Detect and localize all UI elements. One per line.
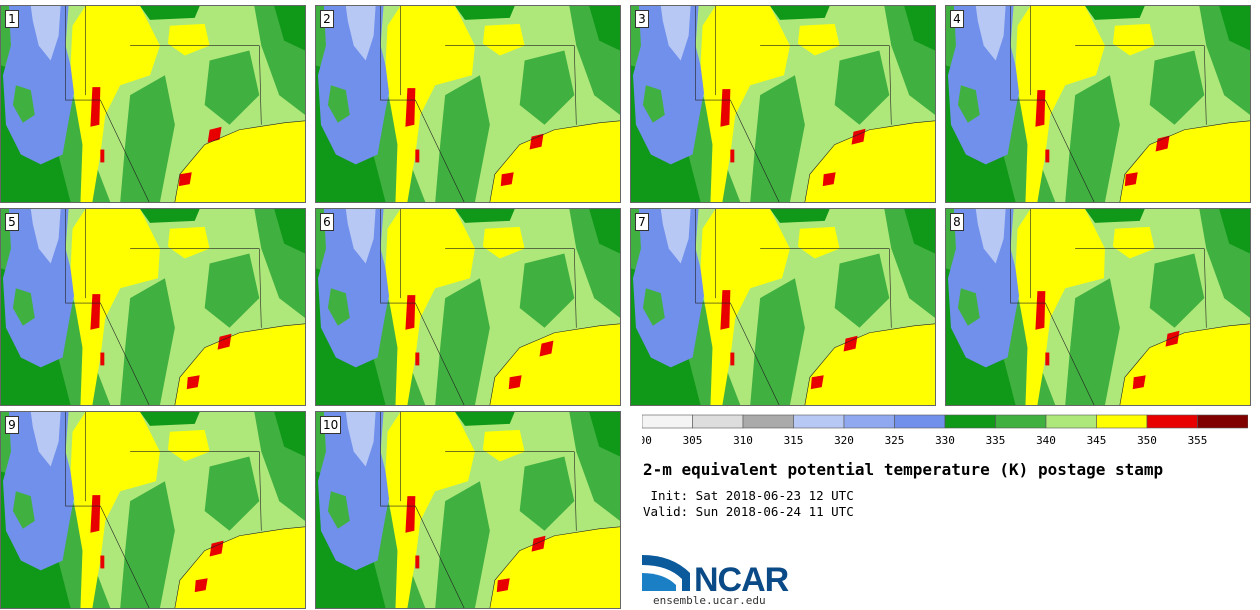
plot-title: 2-m equivalent potential temperature (K)… xyxy=(643,460,1164,479)
map-1 xyxy=(1,6,305,202)
colorbar-swatch xyxy=(742,414,794,429)
stamp-panel-1: 1 xyxy=(0,5,306,203)
stamp-panel-8: 8 xyxy=(945,208,1251,406)
logo-text: NCAR xyxy=(694,561,789,597)
colorbar-swatch xyxy=(1045,414,1097,429)
stamp-panel-3: 3 xyxy=(630,5,936,203)
ncar-logo: NCAR xyxy=(642,555,790,597)
colorbar-tick-label: 325 xyxy=(885,434,905,447)
member-label-1: 1 xyxy=(5,10,19,28)
colorbar-swatch xyxy=(894,414,946,429)
stamp-panel-6: 6 xyxy=(315,208,621,406)
init-time: Init: Sat 2018-06-23 12 UTC xyxy=(643,488,854,503)
stamp-panel-4: 4 xyxy=(945,5,1251,203)
member-label-8: 8 xyxy=(950,213,964,231)
colorbar-swatch xyxy=(1096,414,1148,429)
colorbar-swatch xyxy=(944,414,996,429)
logo-url: ensemble.ucar.edu xyxy=(653,594,766,607)
map-10 xyxy=(316,412,620,608)
map-6 xyxy=(316,209,620,405)
member-label-9: 9 xyxy=(5,416,19,434)
stamp-panel-10: 10 xyxy=(315,411,621,609)
colorbar-swatch xyxy=(692,414,744,429)
colorbar-tick-label: 345 xyxy=(1087,434,1107,447)
colorbar-swatch xyxy=(1197,414,1248,429)
member-label-4: 4 xyxy=(950,10,964,28)
colorbar-swatch xyxy=(642,414,693,429)
map-2 xyxy=(316,6,620,202)
map-4 xyxy=(946,6,1250,202)
stamp-panel-2: 2 xyxy=(315,5,621,203)
map-8 xyxy=(946,209,1250,405)
valid-time: Valid: Sun 2018-06-24 11 UTC xyxy=(643,504,854,519)
stamp-panel-5: 5 xyxy=(0,208,306,406)
member-label-6: 6 xyxy=(320,213,334,231)
colorbar-swatch xyxy=(793,414,845,429)
member-label-3: 3 xyxy=(635,10,649,28)
map-3 xyxy=(631,6,935,202)
colorbar-swatch xyxy=(843,414,895,429)
stamp-panel-7: 7 xyxy=(630,208,936,406)
colorbar-tick-label: 310 xyxy=(733,434,753,447)
member-label-7: 7 xyxy=(635,213,649,231)
colorbar-tick-label: 330 xyxy=(935,434,955,447)
colorbar: 300 305 310 315 320 325 330 335 340 345 350 355 xyxy=(642,414,1248,447)
colorbar-swatch xyxy=(1146,414,1198,429)
colorbar-tick-label: 305 xyxy=(683,434,703,447)
colorbar-tick-label: 300 xyxy=(642,434,652,447)
stamp-panel-9: 9 xyxy=(0,411,306,609)
colorbar-tick-label: 335 xyxy=(986,434,1006,447)
colorbar-tick-label: 315 xyxy=(784,434,804,447)
colorbar-tick-label: 355 xyxy=(1188,434,1208,447)
colorbar-tick-label: 320 xyxy=(834,434,854,447)
map-7 xyxy=(631,209,935,405)
colorbar-tick-label: 340 xyxy=(1036,434,1056,447)
colorbar-tick-label: 350 xyxy=(1137,434,1157,447)
member-label-10: 10 xyxy=(320,416,342,434)
colorbar-swatch xyxy=(995,414,1047,429)
map-9 xyxy=(1,412,305,608)
member-label-5: 5 xyxy=(5,213,19,231)
member-label-2: 2 xyxy=(320,10,334,28)
map-5 xyxy=(1,209,305,405)
